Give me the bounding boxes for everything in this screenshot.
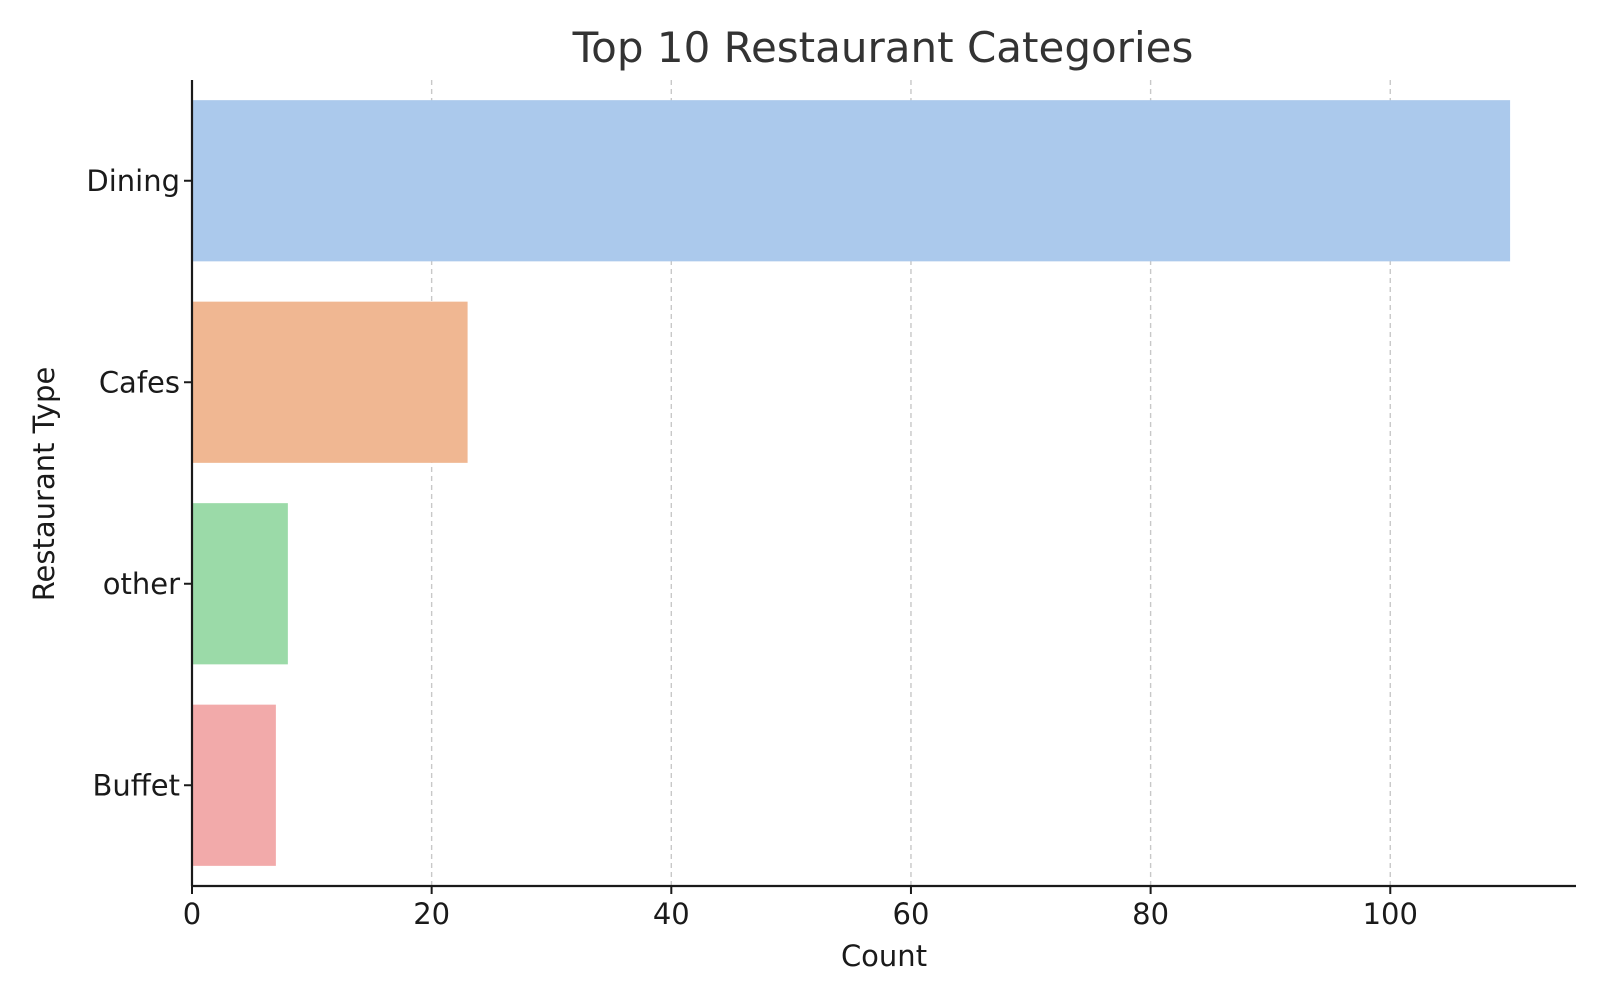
bar-buffet xyxy=(192,704,276,866)
y-axis-label: Restaurant Type xyxy=(27,367,61,602)
y-tick-label-buffet: Buffet xyxy=(93,768,180,802)
y-axis-ticks: Dining Cafes other Buffet xyxy=(86,164,192,802)
x-tick-label-80: 80 xyxy=(1132,897,1169,931)
bar-dining xyxy=(192,100,1511,262)
bar-cafes xyxy=(192,301,468,463)
x-tick-label-40: 40 xyxy=(653,897,690,931)
chart-title: Top 10 Restaurant Categories xyxy=(572,23,1194,72)
x-tick-label-100: 100 xyxy=(1363,897,1418,931)
y-tick-label-dining: Dining xyxy=(86,164,180,198)
x-axis-ticks: 0 20 40 60 80 100 xyxy=(183,886,1418,931)
x-tick-label-20: 20 xyxy=(413,897,450,931)
x-axis-label: Count xyxy=(841,939,927,973)
bars xyxy=(192,100,1511,866)
axes xyxy=(190,80,1576,888)
x-tick-label-0: 0 xyxy=(183,897,201,931)
y-tick-label-cafes: Cafes xyxy=(99,365,180,399)
bar-other xyxy=(192,503,288,665)
x-tick-label-60: 60 xyxy=(893,897,930,931)
y-tick-label-other: other xyxy=(103,567,180,601)
